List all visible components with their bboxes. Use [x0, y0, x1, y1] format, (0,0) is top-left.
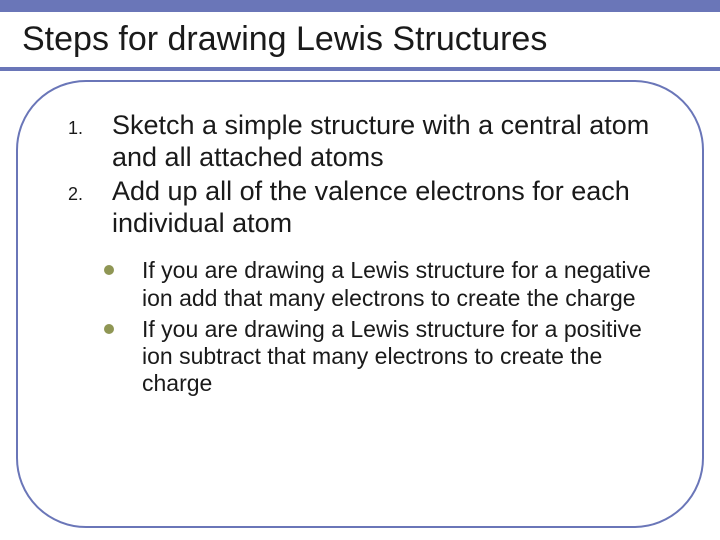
bullet-icon [104, 324, 114, 334]
slide-title: Steps for drawing Lewis Structures [0, 12, 720, 67]
list-item: 2. Add up all of the valence electrons f… [68, 176, 662, 240]
title-underline [0, 67, 720, 71]
list-marker: 1. [68, 112, 112, 139]
sub-bullet-list: If you are drawing a Lewis structure for… [104, 257, 662, 397]
content-frame: 1. Sketch a simple structure with a cent… [16, 80, 704, 528]
sub-list-text: If you are drawing a Lewis structure for… [142, 257, 662, 311]
list-item: 1. Sketch a simple structure with a cent… [68, 110, 662, 174]
sub-list-text: If you are drawing a Lewis structure for… [142, 316, 662, 397]
content-inner: 1. Sketch a simple structure with a cent… [18, 82, 702, 421]
list-marker: 2. [68, 178, 112, 205]
list-text: Add up all of the valence electrons for … [112, 176, 662, 240]
sub-list-item: If you are drawing a Lewis structure for… [104, 257, 662, 311]
slide-top-bar [0, 0, 720, 12]
sub-list-item: If you are drawing a Lewis structure for… [104, 316, 662, 397]
numbered-list: 1. Sketch a simple structure with a cent… [68, 110, 662, 239]
bullet-icon [104, 265, 114, 275]
list-text: Sketch a simple structure with a central… [112, 110, 662, 174]
